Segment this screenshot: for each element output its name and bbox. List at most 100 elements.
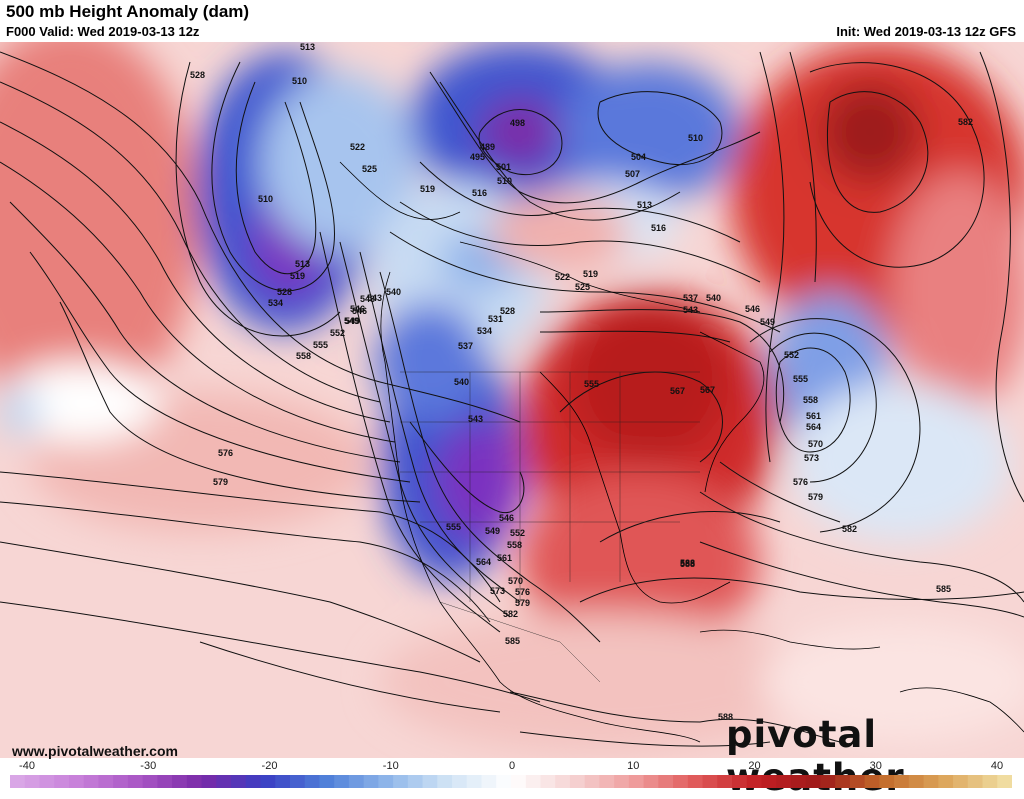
colorbar-swatch bbox=[997, 775, 1012, 788]
colorbar-tick-label: 20 bbox=[748, 760, 761, 772]
colorbar-swatch bbox=[39, 775, 55, 788]
contour-label: 516 bbox=[651, 223, 666, 233]
colorbar-swatch bbox=[717, 775, 733, 788]
contour-label: 528 bbox=[500, 306, 515, 316]
contour-label: 576 bbox=[793, 477, 808, 487]
contour-label: 546 bbox=[350, 304, 365, 314]
colorbar-swatch bbox=[83, 775, 100, 788]
political-borders bbox=[400, 371, 700, 683]
contour-label: 516 bbox=[472, 188, 487, 198]
colorbar-swatch bbox=[835, 775, 851, 788]
contour-label: 537 bbox=[683, 293, 698, 303]
colorbar-swatch bbox=[938, 775, 954, 788]
colorbar-swatch bbox=[24, 775, 41, 788]
contour-label: 570 bbox=[508, 576, 523, 586]
colorbar-ticks: -40 -30 -20 -10 0 10 20 30 40 bbox=[0, 760, 1024, 774]
colorbar-swatch bbox=[113, 775, 129, 788]
colorbar-swatch bbox=[967, 775, 984, 788]
contour-label: 489 bbox=[480, 142, 495, 152]
colorbar-tick-label: -20 bbox=[261, 760, 278, 772]
map-header: 500 mb Height Anomaly (dam) F000 Valid: … bbox=[0, 0, 1024, 42]
colorbar-swatch bbox=[172, 775, 188, 788]
colorbar-swatch bbox=[348, 775, 365, 788]
colorbar-swatch bbox=[732, 775, 748, 788]
contour-label: 522 bbox=[350, 142, 365, 152]
contour-label: 558 bbox=[803, 395, 818, 405]
colorbar-tick-label: 40 bbox=[990, 760, 1004, 772]
colorbar-swatch bbox=[687, 775, 704, 788]
contour-label: 573 bbox=[490, 586, 505, 596]
contour-label: 522 bbox=[555, 272, 570, 282]
colorbar-swatch bbox=[245, 775, 262, 788]
colorbar-swatch bbox=[614, 775, 630, 788]
colorbar-swatch bbox=[569, 775, 586, 788]
colorbar-swatch bbox=[289, 775, 306, 788]
contour-label: 510 bbox=[292, 76, 307, 86]
colorbar-swatch bbox=[157, 775, 173, 788]
contour-label: 546 bbox=[745, 304, 760, 314]
colorbar-swatch bbox=[186, 775, 203, 788]
colorbar-swatch bbox=[923, 775, 939, 788]
contour-labels: 513 528 510 522 525 510 513 519 528 534 … bbox=[190, 42, 973, 722]
colorbar-tick-label: -10 bbox=[382, 760, 399, 772]
contour-label: 558 bbox=[507, 540, 522, 550]
contour-label: 504 bbox=[631, 152, 646, 162]
colorbar-swatch bbox=[452, 775, 468, 788]
contour-label: 558 bbox=[296, 351, 311, 361]
contour-label: 579 bbox=[213, 477, 228, 487]
contour-label: 531 bbox=[488, 314, 503, 324]
contour-label: 579 bbox=[515, 598, 530, 608]
colorbar-swatch bbox=[437, 775, 453, 788]
contour-label: 540 bbox=[386, 287, 401, 297]
colorbar-swatch bbox=[658, 775, 674, 788]
contour-label: 588 bbox=[680, 559, 695, 569]
contour-label: 552 bbox=[784, 350, 799, 360]
contour-label: 588 bbox=[680, 558, 695, 568]
colorbar-swatch bbox=[864, 775, 880, 788]
contour-label: 549 bbox=[760, 317, 775, 327]
website-url[interactable]: www.pivotalweather.com bbox=[12, 743, 178, 759]
contour-label: 528 bbox=[190, 70, 205, 80]
colorbar-swatch bbox=[849, 775, 866, 788]
colorbar-swatch bbox=[304, 775, 321, 788]
contour-label: 561 bbox=[497, 553, 512, 563]
colorbar-swatch bbox=[407, 775, 424, 788]
colorbar-swatch bbox=[511, 775, 527, 788]
contour-label: 510 bbox=[688, 133, 703, 143]
contour-label: 555 bbox=[313, 340, 328, 350]
colorbar-swatch bbox=[481, 775, 497, 788]
contour-label: 519 bbox=[290, 271, 305, 281]
contour-label: 534 bbox=[268, 298, 283, 308]
contour-label: 525 bbox=[362, 164, 377, 174]
colorbar-swatch bbox=[584, 775, 601, 788]
contour-label: 564 bbox=[806, 422, 821, 432]
colorbar-swatch bbox=[820, 775, 836, 788]
colorbar bbox=[10, 775, 1012, 788]
contour-label: 540 bbox=[706, 293, 721, 303]
colorbar-swatch bbox=[10, 775, 26, 788]
height-contours bbox=[0, 51, 1024, 747]
colorbar-swatch bbox=[525, 775, 542, 788]
contour-label: 543 bbox=[683, 305, 698, 315]
colorbar-swatch bbox=[54, 775, 70, 788]
contour-label: 510 bbox=[258, 194, 273, 204]
contour-label: 537 bbox=[458, 341, 473, 351]
colorbar-swatch bbox=[127, 775, 144, 788]
colorbar-swatch bbox=[334, 775, 350, 788]
colorbar-swatch bbox=[702, 775, 718, 788]
contour-label: 540 bbox=[454, 377, 469, 387]
contour-label: 525 bbox=[575, 282, 590, 292]
colorbar-swatch bbox=[982, 775, 998, 788]
contour-label: 564 bbox=[476, 557, 491, 567]
contour-label: 567 bbox=[700, 385, 715, 395]
contour-label: 573 bbox=[804, 453, 819, 463]
colorbar-swatch bbox=[555, 775, 571, 788]
colorbar-swatch bbox=[201, 775, 217, 788]
colorbar-swatch bbox=[231, 775, 247, 788]
colorbar-swatch bbox=[894, 775, 910, 788]
contour-label: 570 bbox=[808, 439, 823, 449]
colorbar-swatch bbox=[393, 775, 409, 788]
colorbar-swatch bbox=[142, 775, 158, 788]
contour-label: 528 bbox=[277, 287, 292, 297]
contour-label: 546 bbox=[352, 306, 367, 316]
